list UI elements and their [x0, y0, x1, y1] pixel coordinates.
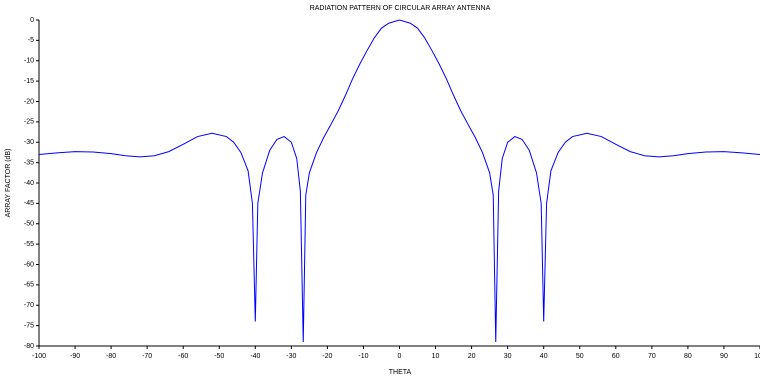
- y-tick-label: -80: [24, 343, 34, 350]
- x-tick-label: 90: [720, 353, 728, 360]
- y-tick-label: -40: [24, 180, 34, 187]
- x-tick-label: 70: [648, 353, 656, 360]
- x-tick-label: 40: [540, 353, 548, 360]
- y-tick-label: -50: [24, 221, 34, 228]
- x-tick-label: -30: [286, 353, 296, 360]
- x-tick-label: -10: [358, 353, 368, 360]
- x-tick-label: 50: [576, 353, 584, 360]
- x-tick-label: -20: [322, 353, 332, 360]
- y-tick-label: -25: [24, 119, 34, 126]
- y-tick-label: -60: [24, 261, 34, 268]
- x-tick-label: -100: [32, 353, 46, 360]
- y-tick-label: -15: [24, 78, 34, 85]
- x-tick-label: 10: [432, 353, 440, 360]
- x-tick-label: -40: [250, 353, 260, 360]
- chart-title: RADIATION PATTERN OF CIRCULAR ARRAY ANTE…: [310, 5, 491, 12]
- x-tick-label: -50: [214, 353, 224, 360]
- x-tick-label: -80: [106, 353, 116, 360]
- y-tick-label: -55: [24, 241, 34, 248]
- y-tick-label: -45: [24, 200, 34, 207]
- x-axis-label: THETA: [389, 369, 412, 376]
- y-tick-label: -35: [24, 159, 34, 166]
- y-tick-label: 0: [30, 17, 34, 24]
- y-tick-label: -70: [24, 302, 34, 309]
- x-tick-label: 0: [398, 353, 402, 360]
- y-axis-label: ARRAY FACTOR (dB): [5, 149, 12, 218]
- y-tick-label: -5: [28, 37, 34, 44]
- y-tick-label: -75: [24, 322, 34, 329]
- x-tick-label: -90: [70, 353, 80, 360]
- y-tick-label: -10: [24, 58, 34, 65]
- x-tick-label: 80: [684, 353, 692, 360]
- y-tick-label: -30: [24, 139, 34, 146]
- x-tick-label: -60: [178, 353, 188, 360]
- x-tick-label: -70: [142, 353, 152, 360]
- y-tick-label: -20: [24, 98, 34, 105]
- x-tick-label: 100: [754, 353, 760, 360]
- x-tick-label: 20: [468, 353, 476, 360]
- x-tick-label: 60: [612, 353, 620, 360]
- x-tick-label: 30: [504, 353, 512, 360]
- line-series: [38, 19, 760, 342]
- y-tick-label: -65: [24, 282, 34, 289]
